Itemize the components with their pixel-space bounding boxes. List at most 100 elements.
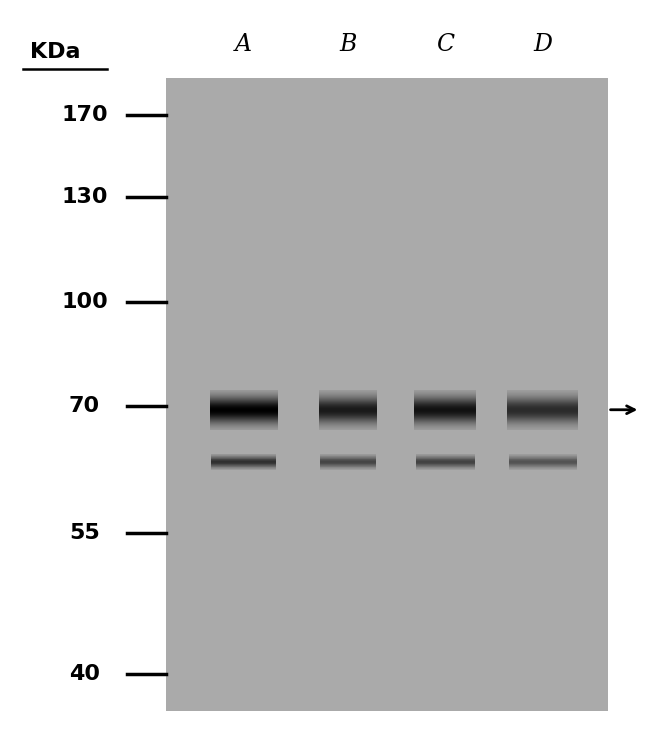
- Bar: [209, 405, 278, 406]
- Bar: [415, 428, 476, 430]
- Bar: [507, 416, 578, 418]
- Bar: [507, 399, 578, 400]
- Bar: [318, 391, 377, 392]
- Bar: [507, 405, 578, 406]
- Bar: [507, 412, 578, 413]
- Bar: [415, 400, 476, 401]
- Bar: [507, 406, 578, 407]
- Bar: [415, 398, 476, 399]
- Bar: [507, 390, 578, 391]
- Bar: [415, 409, 476, 410]
- Bar: [318, 396, 377, 397]
- Bar: [318, 402, 377, 403]
- Bar: [507, 415, 578, 416]
- Bar: [318, 413, 377, 415]
- Bar: [318, 401, 377, 402]
- Bar: [507, 398, 578, 399]
- Text: 170: 170: [61, 106, 108, 125]
- Bar: [318, 422, 377, 424]
- Bar: [209, 424, 278, 425]
- Text: A: A: [235, 34, 252, 56]
- Bar: [209, 415, 278, 416]
- Bar: [209, 419, 278, 421]
- Bar: [507, 401, 578, 402]
- Bar: [209, 393, 278, 394]
- Bar: [507, 410, 578, 412]
- Bar: [318, 403, 377, 404]
- Bar: [507, 408, 578, 409]
- Bar: [415, 427, 476, 428]
- Bar: [415, 413, 476, 415]
- Bar: [507, 425, 578, 427]
- Text: 100: 100: [61, 292, 108, 311]
- Bar: [166, 78, 608, 711]
- Bar: [415, 418, 476, 419]
- Bar: [318, 394, 377, 395]
- Bar: [318, 418, 377, 419]
- Bar: [209, 406, 278, 407]
- Bar: [209, 402, 278, 403]
- Bar: [209, 416, 278, 418]
- Bar: [415, 392, 476, 393]
- Bar: [415, 399, 476, 400]
- Bar: [415, 395, 476, 396]
- Bar: [209, 394, 278, 395]
- Bar: [507, 396, 578, 397]
- Bar: [507, 391, 578, 392]
- Text: B: B: [339, 34, 356, 56]
- Bar: [415, 403, 476, 404]
- Bar: [415, 419, 476, 421]
- Bar: [507, 394, 578, 395]
- Bar: [209, 391, 278, 392]
- Bar: [318, 409, 377, 410]
- Bar: [415, 408, 476, 409]
- Bar: [209, 409, 278, 410]
- Bar: [415, 390, 476, 391]
- Bar: [318, 395, 377, 396]
- Bar: [507, 397, 578, 398]
- Bar: [415, 405, 476, 406]
- Bar: [209, 410, 278, 412]
- Bar: [318, 424, 377, 425]
- Bar: [507, 395, 578, 396]
- Bar: [415, 412, 476, 413]
- Text: 40: 40: [69, 665, 100, 684]
- Bar: [507, 422, 578, 424]
- Bar: [318, 407, 377, 408]
- Bar: [415, 424, 476, 425]
- Bar: [318, 412, 377, 413]
- Text: 130: 130: [61, 188, 108, 207]
- Bar: [415, 407, 476, 408]
- Bar: [318, 419, 377, 421]
- Bar: [507, 392, 578, 393]
- Bar: [209, 403, 278, 404]
- Bar: [209, 392, 278, 393]
- Bar: [209, 428, 278, 430]
- Bar: [507, 413, 578, 415]
- Bar: [209, 390, 278, 391]
- Bar: [415, 394, 476, 395]
- Bar: [209, 425, 278, 427]
- Bar: [507, 393, 578, 394]
- Bar: [415, 391, 476, 392]
- Bar: [507, 407, 578, 408]
- Bar: [318, 408, 377, 409]
- Bar: [209, 421, 278, 422]
- Bar: [415, 410, 476, 412]
- Bar: [415, 401, 476, 402]
- Bar: [415, 402, 476, 403]
- Bar: [318, 416, 377, 418]
- Bar: [209, 427, 278, 428]
- Bar: [318, 410, 377, 412]
- Text: C: C: [436, 34, 454, 56]
- Bar: [318, 397, 377, 398]
- Bar: [209, 397, 278, 398]
- Bar: [507, 409, 578, 410]
- Bar: [318, 392, 377, 393]
- Bar: [507, 404, 578, 405]
- Bar: [415, 416, 476, 418]
- Bar: [415, 393, 476, 394]
- Bar: [318, 415, 377, 416]
- Bar: [318, 398, 377, 399]
- Bar: [318, 428, 377, 430]
